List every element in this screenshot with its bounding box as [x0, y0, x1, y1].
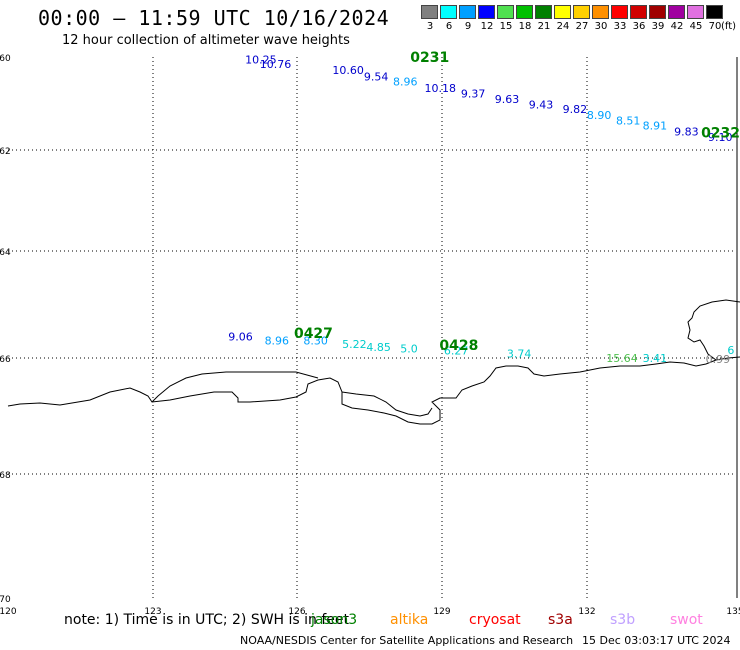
pass-time-label: 0232 — [701, 126, 740, 142]
map-subtitle: 12 hour collection of altimeter wave hei… — [62, 33, 350, 48]
colorbar-swatch — [459, 5, 476, 19]
satellite-legend-item: altika — [390, 612, 429, 628]
wave-height-value: 3.41 — [643, 352, 668, 365]
colorbar-swatch — [535, 5, 552, 19]
lat-tick-label: -62 — [0, 147, 11, 157]
lon-tick-label: 120 — [0, 607, 17, 617]
lat-tick-label: -66 — [0, 355, 11, 365]
satellite-legend-item: swot — [670, 612, 703, 628]
wave-height-value: 8.96 — [265, 334, 290, 347]
colorbar-swatch — [611, 5, 628, 19]
colorbar-swatch — [478, 5, 495, 19]
colorbar-label: 36 — [632, 21, 646, 32]
coastline-inner-inlet — [151, 371, 433, 417]
colorbar-label: 39 — [651, 21, 665, 32]
colorbar-swatch — [573, 5, 590, 19]
wave-height-value: 10.76 — [260, 58, 292, 71]
wave-height-value: 4.85 — [366, 341, 391, 354]
wave-height-value: 15.64 — [606, 352, 638, 365]
wave-height-value: 8.51 — [616, 115, 641, 128]
colorbar-swatch — [668, 5, 685, 19]
lat-tick-label: -64 — [0, 248, 11, 258]
wave-height-value: 9.54 — [364, 71, 389, 84]
footer-note: note: 1) Time is in UTC; 2) SWH is in fe… — [64, 612, 350, 628]
satellite-legend-item: cryosat — [469, 612, 521, 628]
lat-tick-label: -70 — [0, 595, 11, 605]
wave-height-value: 9.06 — [228, 331, 253, 344]
pass-time-label: 0427 — [294, 326, 333, 342]
credit-text: NOAA/NESDIS Center for Satellite Applica… — [240, 634, 574, 647]
lon-tick-label: 132 — [578, 607, 595, 617]
colorbar-label: 9 — [464, 21, 472, 32]
wave-height-value: 10.60 — [332, 64, 364, 77]
colorbar-label: 30 — [594, 21, 608, 32]
colorbar-swatch — [554, 5, 571, 19]
wave-height-value: 8.30 — [303, 334, 328, 347]
wave-height-value: 9.63 — [495, 93, 520, 106]
wave-height-value: 9.83 — [674, 125, 699, 138]
colorbar-swatch — [706, 5, 723, 19]
colorbar-swatch — [421, 5, 438, 19]
colorbar-label: 24 — [556, 21, 570, 32]
wave-height-value: 10.18 — [425, 82, 457, 95]
colorbar-swatch — [592, 5, 609, 19]
lon-tick-label: 129 — [433, 607, 450, 617]
lat-tick-label: -60 — [0, 54, 11, 64]
colorbar-swatch — [497, 5, 514, 19]
colorbar-label: 45 — [689, 21, 703, 32]
colorbar-label: 12 — [480, 21, 494, 32]
lon-tick-label: 123 — [144, 607, 161, 617]
wave-height-value: 5.22 — [342, 338, 367, 351]
map-title: 00:00 – 11:59 UTC 10/16/2024 — [38, 6, 390, 30]
colorbar-unit: (ft) — [721, 21, 737, 32]
satellite-legend-item: jason3 — [311, 612, 358, 628]
generation-timestamp: 15 Dec 03:03:17 UTC 2024 — [582, 634, 731, 647]
lon-tick-label: 126 — [288, 607, 305, 617]
satellite-legend-item: s3b — [610, 612, 636, 628]
colorbar-label: 42 — [670, 21, 684, 32]
coastline-east-peninsula — [687, 299, 740, 361]
wave-height-value: 8.91 — [643, 119, 668, 132]
antarctic-coastline — [7, 356, 740, 425]
colorbar-swatch — [440, 5, 457, 19]
wave-height-value: 8.96 — [393, 76, 418, 89]
colorbar-label: 21 — [537, 21, 551, 32]
colorbar-label: 3 — [426, 21, 434, 32]
satellite-legend-item: s3a — [548, 612, 573, 628]
wave-height-value: 5.0 — [400, 342, 418, 355]
colorbar-label: 15 — [499, 21, 513, 32]
colorbar-swatch — [649, 5, 666, 19]
wave-height-value: 6.27 — [444, 345, 469, 358]
lon-tick-label: 135 — [726, 607, 740, 617]
colorbar-swatch — [630, 5, 647, 19]
colorbar-label: 27 — [575, 21, 589, 32]
wave-height-value: 9.10 — [708, 131, 733, 144]
pass-time-label: 0428 — [439, 338, 478, 354]
wave-height-value: 9.43 — [529, 98, 554, 111]
wave-height-value: 8.90 — [587, 109, 612, 122]
map-grid — [8, 57, 738, 598]
colorbar-label: 33 — [613, 21, 627, 32]
colorbar-swatch — [516, 5, 533, 19]
colorbar-label: 70 — [708, 21, 722, 32]
wave-height-value: 9.82 — [563, 103, 588, 116]
colorbar-label: 18 — [518, 21, 532, 32]
lat-tick-label: -68 — [0, 471, 11, 481]
wave-height-value: 6 — [727, 344, 734, 357]
colorbar-swatch — [687, 5, 704, 19]
pass-time-label: 0231 — [410, 50, 449, 66]
colorbar-label: 6 — [445, 21, 453, 32]
wave-height-value: 3.74 — [507, 348, 532, 361]
wave-height-value: 9.37 — [461, 87, 486, 100]
wave-height-value: 0.99 — [706, 353, 731, 366]
wave-height-value: 10.25 — [245, 53, 277, 66]
